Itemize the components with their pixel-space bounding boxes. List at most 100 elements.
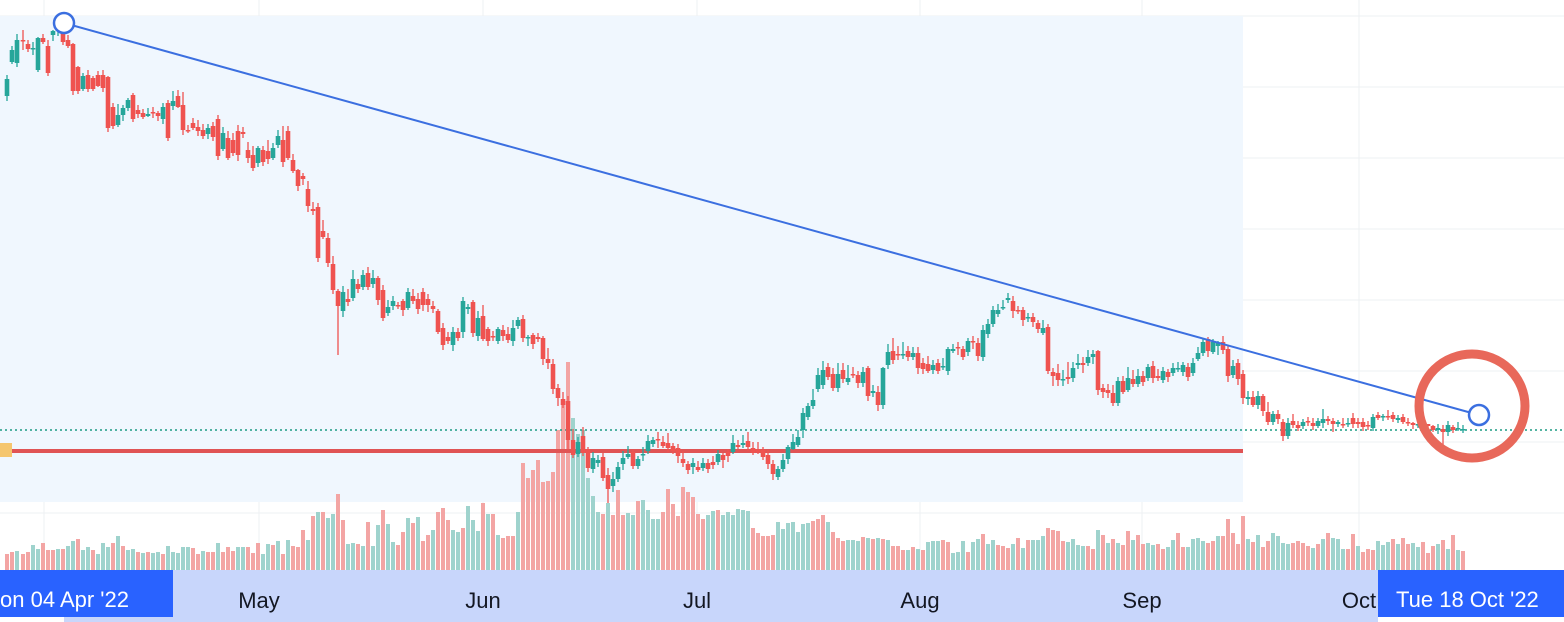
candle bbox=[1115, 377, 1121, 406]
range-start-date-badge[interactable] bbox=[0, 570, 173, 617]
candle bbox=[1355, 418, 1361, 428]
candle bbox=[510, 320, 516, 346]
candle bbox=[155, 111, 161, 121]
volume-bar bbox=[491, 514, 495, 570]
volume-bar bbox=[811, 521, 815, 570]
volume-bar bbox=[1186, 547, 1190, 570]
candle bbox=[1435, 424, 1441, 434]
candle bbox=[1120, 376, 1126, 394]
volume-bar bbox=[1246, 539, 1250, 570]
volume-bar bbox=[1066, 542, 1070, 570]
candle bbox=[1330, 418, 1336, 432]
candle bbox=[280, 126, 286, 167]
candle bbox=[835, 363, 841, 392]
candle bbox=[1395, 415, 1401, 423]
volume-bar bbox=[1166, 547, 1170, 570]
candle bbox=[710, 456, 716, 469]
volume-bar bbox=[1116, 543, 1120, 570]
candle bbox=[1280, 419, 1286, 441]
volume-bar bbox=[301, 530, 305, 570]
volume-bar bbox=[1146, 543, 1150, 570]
candle bbox=[680, 451, 686, 467]
candle bbox=[995, 304, 1001, 317]
candle bbox=[1430, 425, 1436, 432]
highlight-circle-annotation[interactable] bbox=[1414, 349, 1530, 463]
volume-bar bbox=[761, 536, 765, 570]
candles bbox=[4, 16, 1466, 503]
volume-bar bbox=[416, 517, 420, 570]
volume-bar bbox=[1021, 548, 1025, 570]
volume-bar bbox=[621, 515, 625, 570]
volume-bar bbox=[341, 520, 345, 570]
candle bbox=[405, 288, 411, 310]
volume-bar bbox=[201, 551, 205, 570]
candle bbox=[1235, 359, 1241, 385]
trend-line-end-handle[interactable] bbox=[1467, 403, 1491, 427]
candle bbox=[9, 46, 15, 64]
volume-bar bbox=[351, 543, 355, 570]
candle bbox=[690, 458, 696, 474]
volume-bar bbox=[561, 400, 565, 570]
candle bbox=[915, 347, 921, 374]
volume-bar bbox=[506, 536, 510, 570]
volume-bar bbox=[326, 518, 330, 570]
candle bbox=[1405, 418, 1411, 426]
volume-bar bbox=[391, 542, 395, 570]
volume-bar bbox=[801, 524, 805, 570]
volume-bar bbox=[1081, 546, 1085, 570]
candle bbox=[555, 384, 561, 406]
candle bbox=[1145, 364, 1151, 381]
volume-bar bbox=[971, 542, 975, 570]
volume-bar bbox=[1051, 530, 1055, 570]
candle bbox=[1300, 419, 1306, 429]
range-end-date-badge[interactable] bbox=[1378, 570, 1564, 617]
volume-bar bbox=[861, 537, 865, 570]
candle bbox=[640, 447, 646, 461]
candle bbox=[240, 127, 246, 138]
volume-bar bbox=[191, 548, 195, 570]
time-axis: May Jun Jul Aug Sep Oct on 04 Apr '22 Tu… bbox=[0, 570, 1564, 622]
candle bbox=[750, 442, 756, 455]
volume-bar bbox=[281, 554, 285, 570]
volume-bar bbox=[986, 544, 990, 570]
candle bbox=[475, 311, 481, 341]
volume-bar bbox=[1376, 541, 1380, 570]
volume-bar bbox=[451, 530, 455, 570]
candle bbox=[525, 335, 531, 346]
volume-bar bbox=[1176, 533, 1180, 570]
candle bbox=[1445, 421, 1451, 436]
candle bbox=[1340, 418, 1346, 428]
volume-bar bbox=[831, 532, 835, 570]
candle bbox=[1240, 370, 1246, 404]
volume-bar bbox=[346, 544, 350, 570]
volume-bar bbox=[946, 542, 950, 570]
candle bbox=[35, 37, 41, 72]
date-range-highlight bbox=[0, 16, 1243, 502]
candle bbox=[285, 126, 291, 160]
trend-line-start-handle[interactable] bbox=[52, 11, 76, 35]
volume-bar bbox=[1131, 540, 1135, 570]
volume-bar bbox=[1031, 540, 1035, 570]
volume-bar bbox=[571, 418, 575, 570]
volume-bar bbox=[361, 546, 365, 570]
volume-bar bbox=[1141, 544, 1145, 570]
candle bbox=[230, 133, 236, 156]
volume-bar bbox=[1221, 536, 1225, 570]
volume-bar bbox=[951, 553, 955, 570]
candle bbox=[1315, 418, 1321, 428]
volume-bar bbox=[376, 525, 380, 570]
candle bbox=[270, 143, 276, 160]
volume-bar bbox=[386, 524, 390, 570]
candle bbox=[860, 367, 866, 387]
trend-line[interactable] bbox=[63, 22, 1480, 416]
volume-bar bbox=[196, 554, 200, 570]
candle bbox=[315, 203, 321, 262]
volume-bar bbox=[791, 522, 795, 570]
volume-bar bbox=[1406, 544, 1410, 570]
candle bbox=[220, 127, 226, 151]
candle bbox=[100, 70, 106, 92]
candle bbox=[1440, 425, 1446, 446]
volume-bar bbox=[136, 552, 140, 570]
candle bbox=[25, 40, 31, 52]
